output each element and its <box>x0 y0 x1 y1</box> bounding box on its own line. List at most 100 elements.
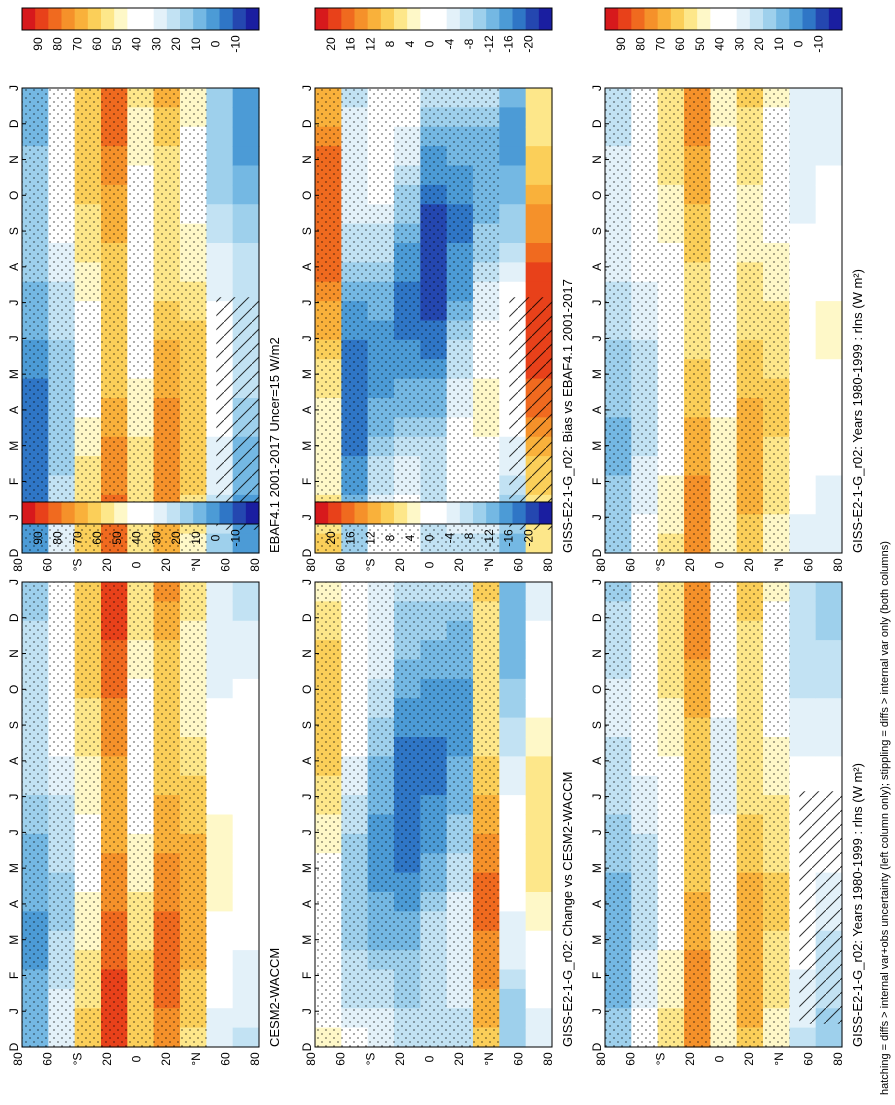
colorbar-tick-label: -20 <box>521 529 535 547</box>
month-tick-label: J <box>590 579 604 585</box>
heatmap-cell <box>815 146 843 167</box>
colorbar-tick-label: 0 <box>423 534 437 541</box>
heatmap-cell <box>815 640 843 661</box>
month-tick-label: N <box>300 155 314 164</box>
month-tick-label: J <box>300 794 314 800</box>
colorbar-swatch <box>433 502 448 524</box>
heatmap-cell <box>499 678 527 699</box>
heatmap-cell <box>789 640 817 661</box>
colorbar-tick-label: -20 <box>521 35 535 53</box>
month-tick-label: J <box>590 794 604 800</box>
colorbar-swatch <box>749 8 764 30</box>
month-tick-label: A <box>590 406 604 414</box>
lat-tick-label: 20 <box>393 558 407 572</box>
colorbar-tick-label: 70 <box>70 531 84 545</box>
month-tick-label: A <box>300 900 314 908</box>
lat-tick-label: 60 <box>41 558 55 572</box>
heatmap-cell <box>815 378 843 399</box>
heatmap-cell <box>815 456 843 477</box>
heatmap-cell <box>206 911 234 932</box>
month-tick-label: D <box>300 548 314 557</box>
month-tick-label: A <box>590 757 604 765</box>
heatmap-cell <box>815 88 843 108</box>
panel-title: EBAF4.1 2001-2017 Uncer=15 W/m2 <box>267 337 282 553</box>
heatmap-cell <box>232 988 260 1009</box>
heatmap-cell <box>789 339 817 360</box>
colorbar-swatch <box>232 8 247 30</box>
heatmap-cell <box>206 640 234 661</box>
heatmap-cell <box>525 601 553 622</box>
lat-tick-label: 20 <box>100 558 114 572</box>
colorbar-tick-label: 12 <box>363 37 377 51</box>
month-tick-label: F <box>300 478 314 485</box>
lat-tick-label: °N <box>772 1052 786 1065</box>
month-tick-label: J <box>300 514 314 520</box>
heatmap-cell <box>232 659 260 680</box>
colorbar-swatch <box>114 8 128 30</box>
heatmap-cell <box>525 814 553 835</box>
colorbar-swatch <box>206 8 220 30</box>
colorbar-swatch <box>22 502 36 524</box>
heatmap-cell <box>499 262 527 283</box>
lat-tick-label: 80 <box>248 1052 262 1066</box>
lat-tick-label: 60 <box>511 558 525 572</box>
heatmap-cell <box>232 892 260 912</box>
colorbar-tick-label: -16 <box>502 35 516 53</box>
month-tick-label: N <box>7 649 21 658</box>
heatmap-cell <box>525 281 553 302</box>
heatmap-cell <box>232 1027 260 1048</box>
colorbar-tick-label: 4 <box>403 40 417 47</box>
heatmap-cell <box>232 969 260 990</box>
colorbar-swatch <box>525 502 540 524</box>
month-tick-label: F <box>300 972 314 979</box>
heatmap-cell <box>789 204 817 225</box>
colorbar-tick-label: 4 <box>403 534 417 541</box>
colorbar-swatch <box>61 8 76 30</box>
heatmap-cell <box>206 698 234 719</box>
heatmap-cell <box>525 950 553 971</box>
heatmap-panel: D J F M A M J J A S O N D J 80 60 °N 20 0 20 °S 60 80 CESM2-WAC… <box>7 501 282 1066</box>
heatmap-cell <box>525 126 553 147</box>
colorbar-swatch <box>512 502 527 524</box>
lat-tick-label: 20 <box>393 1052 407 1066</box>
lat-tick-label: 80 <box>541 558 555 572</box>
heatmap-cell <box>815 775 843 796</box>
colorbar-tick-label: 0 <box>423 40 437 47</box>
heatmap-cell <box>499 950 527 971</box>
heatmap-cell <box>789 582 817 602</box>
colorbar-tick-label: 60 <box>90 37 104 51</box>
heatmap-cell <box>206 892 234 912</box>
heatmap-cell <box>499 795 527 816</box>
heatmap-cell <box>789 698 817 719</box>
month-tick-label: A <box>7 263 21 271</box>
colorbar-swatch <box>354 502 369 524</box>
heatmap-cell <box>499 107 527 128</box>
month-tick-label: M <box>7 863 21 873</box>
hatching-overlay <box>509 297 552 530</box>
heatmap-cell <box>815 698 843 719</box>
month-tick-label: F <box>7 478 21 485</box>
heatmap-cell <box>206 756 234 777</box>
colorbar-tick-label: 50 <box>693 37 707 51</box>
colorbar-tick-label: 20 <box>169 531 183 545</box>
colorbar-swatch <box>232 502 247 524</box>
heatmap-cell <box>499 872 527 893</box>
colorbar-swatch <box>512 8 527 30</box>
colorbar-swatch <box>670 8 685 30</box>
colorbar-swatch <box>631 8 645 30</box>
colorbar-swatch <box>328 502 342 524</box>
heatmap-panel: DJFMAMJJASONDJ8060°N20020°S6080GISS-E2-1… <box>300 501 575 1066</box>
heatmap-cell <box>815 320 843 341</box>
lat-tick-label: 20 <box>159 558 173 572</box>
colorbar-swatch <box>74 502 89 524</box>
colorbar-tick-label: 80 <box>634 37 648 51</box>
colorbar-swatch <box>245 8 260 30</box>
heatmap-cell <box>499 281 527 302</box>
heatmap-cell <box>232 833 260 854</box>
colorbar-swatch <box>657 8 672 30</box>
colorbar-tick-label: -12 <box>482 35 496 53</box>
lat-tick-label: °N <box>189 558 203 571</box>
colorbar-tick-label: 80 <box>51 531 65 545</box>
lat-tick-label: 20 <box>100 1052 114 1066</box>
month-tick-label: M <box>7 369 21 379</box>
